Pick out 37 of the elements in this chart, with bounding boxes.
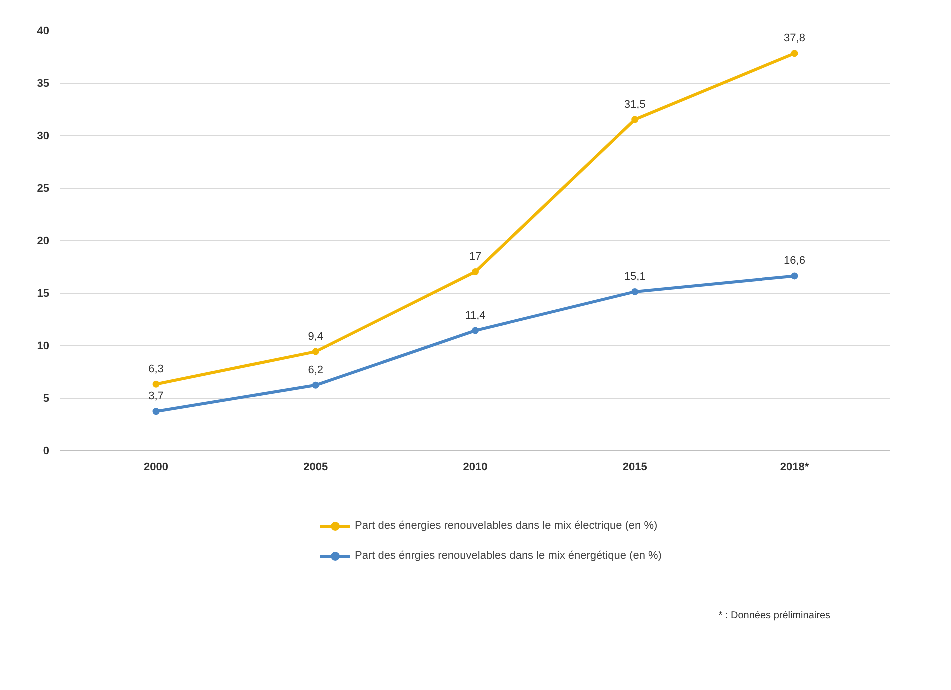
point — [632, 288, 639, 296]
data-label: 6,2 — [308, 364, 324, 376]
point — [312, 382, 320, 389]
point — [791, 50, 798, 58]
x-tick-label: 2000 — [144, 462, 169, 474]
data-label: 9,4 — [308, 330, 324, 343]
point — [472, 327, 479, 334]
point — [312, 348, 320, 356]
point — [472, 268, 479, 276]
x-tick-label: 2005 — [304, 462, 328, 474]
data-label: 11,4 — [465, 310, 486, 322]
data-label: 6,3 — [148, 363, 164, 376]
legend-label: Part des énrgies renouvelables dans le mix énergétique (en %) — [355, 550, 662, 562]
y-tick-label: 5 — [43, 393, 50, 405]
data-label: 16,6 — [784, 255, 806, 268]
y-tick-label: 20 — [37, 236, 50, 248]
data-label: 3,7 — [148, 390, 164, 403]
x-tick-label: 2018* — [780, 462, 810, 474]
point — [632, 116, 639, 124]
data-label: 15,1 — [624, 270, 646, 283]
x-tick-label: 2010 — [463, 462, 488, 474]
data-label: 17 — [469, 251, 482, 263]
data-label: 37,8 — [784, 32, 806, 45]
x-tick-label: 2015 — [622, 462, 648, 474]
y-tick-label: 35 — [37, 78, 50, 90]
y-tick-label: 0 — [43, 446, 50, 458]
text: * : Données préliminaires — [718, 610, 830, 622]
point — [152, 380, 160, 388]
point — [152, 408, 160, 416]
y-tick-label: 25 — [37, 183, 50, 195]
point — [791, 272, 798, 280]
legend-label: Part des énergies renouvelables dans le mix électrique (en %) — [355, 520, 658, 532]
y-tick-label: 30 — [37, 130, 50, 142]
y-tick-label: 10 — [37, 340, 50, 352]
data-label: 31,5 — [624, 98, 646, 111]
y-tick-label: 15 — [37, 288, 50, 300]
y-tick-label: 40 — [37, 26, 50, 38]
